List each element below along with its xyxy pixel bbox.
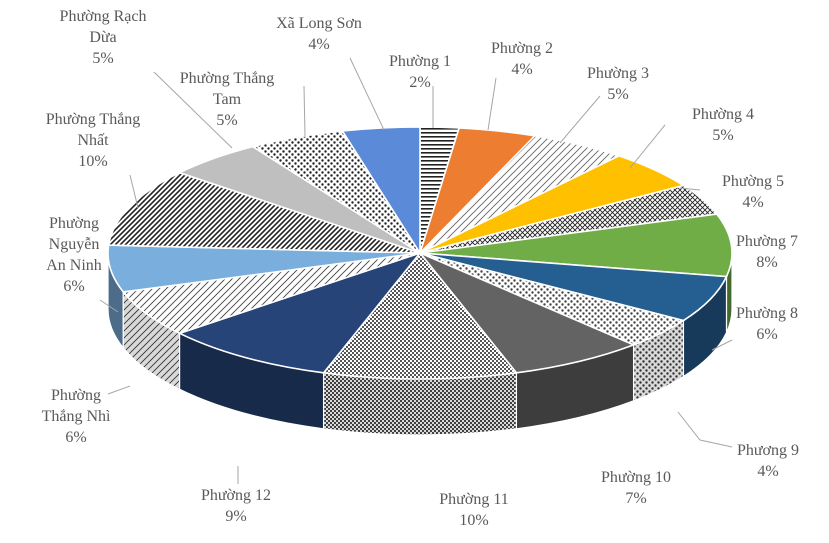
slice-label-line: 6% [756, 326, 777, 343]
slice-label-line: Phường 10 [601, 469, 671, 486]
slice-label-line: 10% [78, 153, 107, 170]
slice-label-line: 7% [625, 490, 646, 507]
slice-label-1: Phường 2 4% [491, 40, 553, 78]
slice-label-11: Phường Thắng Nhì 6% [42, 387, 111, 446]
slice-label-line: Phường 1 [389, 53, 451, 70]
leader-line-3 [629, 124, 666, 169]
pie-tops [107, 126, 733, 380]
slice-label-line: 2% [409, 74, 430, 91]
slice-label-line: Thắng Nhì [42, 408, 111, 425]
slice-10 [177, 251, 423, 374]
slice-label-line: 6% [65, 429, 86, 446]
slice-label-line: 4% [742, 194, 763, 211]
slice-label-9: Phường 11 10% [439, 491, 508, 529]
slice-label-line: 5% [607, 86, 628, 103]
slice-label-12: Phường Nguyễn An Ninh 6% [46, 215, 102, 295]
slice-label-line: 5% [92, 50, 113, 67]
slice-label-13: Phường Thắng Nhất 10% [46, 111, 141, 170]
slice-label-2: Phường 3 5% [587, 65, 649, 103]
slice-label-line: Phường 3 [587, 65, 649, 82]
leader-line-11 [107, 385, 131, 395]
slice-label-line: 4% [757, 463, 778, 480]
slice-label-line: 5% [216, 112, 237, 129]
slice-label-line: Dừa [89, 29, 116, 46]
leader-line-6 [711, 339, 733, 351]
leader-line-4 [679, 187, 701, 191]
slice-label-10: Phường 12 9% [201, 487, 271, 525]
slice-8 [419, 252, 636, 374]
slice-label-line: Nguyễn [49, 236, 100, 253]
slice-9 [322, 251, 518, 380]
slice-label-line: 10% [459, 512, 488, 529]
slice-label-line: Tam [213, 91, 242, 108]
slice-label-line: Phường Rạch [60, 8, 147, 25]
slice-label-line: Phường [51, 387, 101, 404]
slice-side-9 [322, 372, 518, 436]
slice-label-line: Phường 4 [692, 106, 754, 123]
slice-label-line: 6% [63, 278, 84, 295]
slice-13 [107, 171, 421, 254]
slice-label-line: Phường Thắng [180, 70, 275, 87]
slice-label-line: An Ninh [46, 257, 102, 274]
slice-label-4: Phường 5 4% [722, 173, 784, 211]
slice-label-line: 4% [308, 36, 329, 53]
slice-label-3: Phường 4 5% [692, 106, 754, 144]
slice-label-line: Phường 2 [491, 40, 553, 57]
leader-line-12 [99, 299, 119, 313]
leader-line-7 [677, 411, 733, 448]
slice-label-14: Phường Thắng Tam 5% [180, 70, 275, 129]
slice-label-16: Xã Long Sơn 4% [276, 15, 362, 53]
slice-label-line: 5% [712, 127, 733, 144]
slice-label-line: Xã Long Sơn [276, 15, 362, 32]
slice-label-line: Phường 5 [722, 173, 784, 190]
slice-label-line: 9% [225, 508, 246, 525]
slice-label-8: Phường 10 7% [601, 469, 671, 507]
leader-line-14 [303, 85, 306, 137]
slice-label-line: Phường [49, 215, 99, 232]
slice-label-line: Phường 12 [201, 487, 271, 504]
slice-label-7: Phương 9 4% [737, 442, 799, 480]
slice-label-line: 4% [511, 61, 532, 78]
slice-label-line: Nhất [77, 132, 109, 149]
slice-label-5: Phường 7 8% [736, 233, 798, 271]
leader-line-15 [153, 71, 233, 149]
leader-lines [99, 57, 733, 484]
slice-label-line: Phường 7 [736, 233, 798, 250]
slice-label-0: Phường 1 2% [389, 53, 451, 91]
slice-label-6: Phường 8 6% [736, 305, 798, 343]
slice-label-line: Phương 9 [737, 442, 799, 459]
leader-line-1 [487, 77, 497, 131]
leader-line-2 [559, 95, 601, 144]
leader-line-16 [349, 57, 385, 131]
slice-label-line: Phường Thắng [46, 111, 141, 128]
slice-label-15: Phường Rạch Dừa 5% [60, 8, 147, 67]
leader-line-13 [129, 174, 139, 209]
slice-label-line: Phường 8 [736, 305, 798, 322]
slice-label-line: Phường 11 [439, 491, 508, 508]
slice-label-line: 8% [756, 254, 777, 271]
slice-5 [419, 213, 733, 278]
slice-labels: Phường 1 2% Phường 2 4% Phường 3 5% Phường 4 5%… [42, 8, 799, 529]
slice-16 [341, 126, 421, 256]
